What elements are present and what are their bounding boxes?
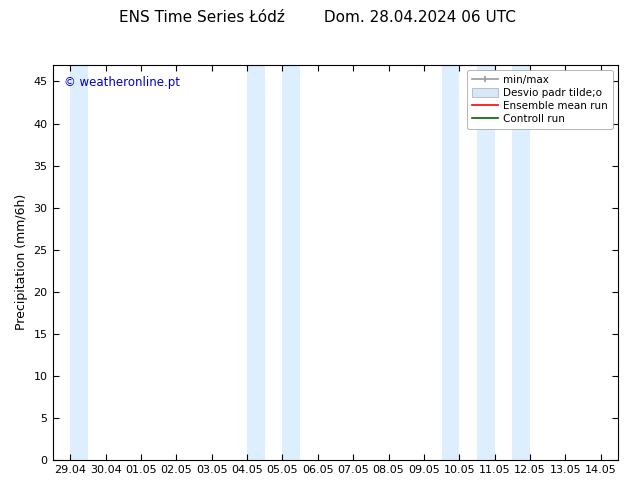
Bar (283, 65, 300, 460)
Legend: min/max, Desvio padr tilde;o, Ensemble mean run, Controll run: min/max, Desvio padr tilde;o, Ensemble m… (467, 70, 613, 129)
Bar (477, 65, 495, 460)
Text: ENS Time Series Łódź        Dom. 28.04.2024 06 UTC: ENS Time Series Łódź Dom. 28.04.2024 06 … (119, 10, 515, 25)
Text: © weatheronline.pt: © weatheronline.pt (64, 76, 180, 90)
Bar (70, 65, 88, 460)
Bar (247, 65, 265, 460)
Bar (512, 65, 530, 460)
Y-axis label: Precipitation (mm/6h): Precipitation (mm/6h) (15, 194, 28, 330)
Bar (442, 65, 459, 460)
